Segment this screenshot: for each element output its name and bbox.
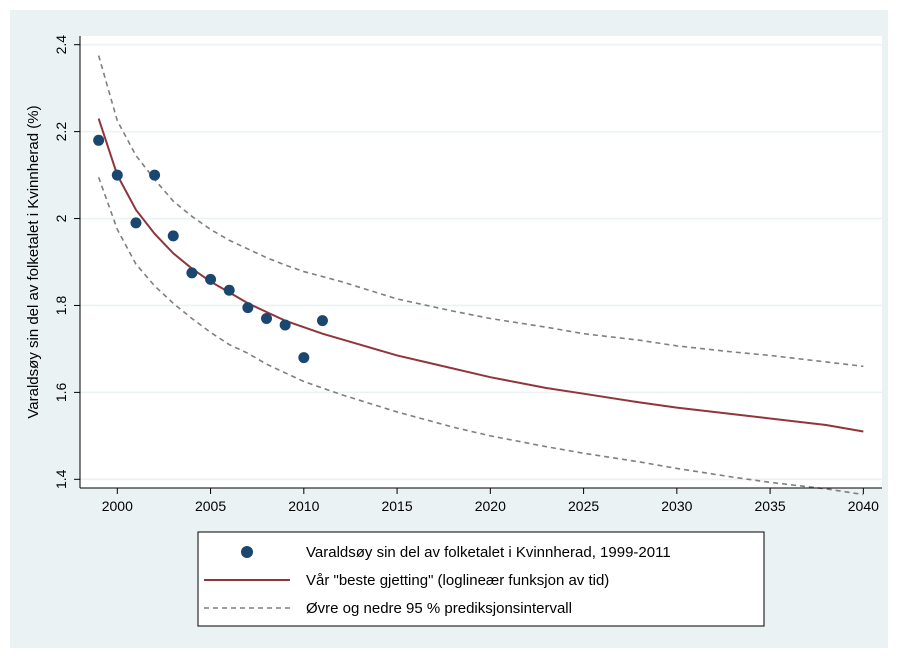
x-axis-ticks: 2000 2005 2010 2015 2020 2025 2030 2035 2040: [102, 488, 879, 514]
y-tick-label: 2.4: [53, 35, 69, 55]
y-axis-title: Varaldsøy sin del av folketalet i Kvinnh…: [25, 105, 42, 418]
data-point: [298, 352, 310, 364]
data-point: [279, 319, 291, 331]
y-axis-ticks: 1.4 1.6 1.8 2 2.2 2.4: [53, 35, 80, 489]
y-tick-label: 2.2: [53, 122, 69, 142]
data-point: [167, 230, 179, 242]
y-tick-label: 1.8: [53, 296, 69, 316]
data-point: [130, 217, 142, 229]
x-tick-label: 2005: [195, 498, 226, 514]
y-tick-label: 1.6: [53, 382, 69, 402]
x-tick-label: 2020: [475, 498, 506, 514]
x-tick-label: 2040: [848, 498, 879, 514]
data-point: [149, 169, 161, 181]
plot-area: [80, 36, 882, 488]
data-point: [261, 313, 273, 324]
x-tick-label: 2015: [381, 498, 412, 514]
fit-line: [97, 118, 864, 433]
x-tick-label: 2035: [755, 498, 786, 514]
legend-label-observed: Varaldsøy sin del av folketalet i Kvinnh…: [306, 544, 671, 561]
x-tick-label: 2000: [102, 498, 133, 514]
x-tick-label: 2010: [288, 498, 319, 514]
legend-label-fit: Vår "beste gjetting" (loglineær funksjon…: [306, 572, 609, 589]
data-point: [111, 169, 123, 181]
data-point: [186, 267, 198, 279]
data-point: [242, 302, 254, 314]
axes: 2000 2005 2010 2015 2020 2025 2030 2035 2040 1.4…: [25, 35, 882, 514]
legend-marker-observed: [241, 546, 253, 558]
data-point: [223, 284, 235, 296]
x-tick-label: 2030: [661, 498, 692, 514]
data-point: [316, 315, 328, 327]
interval-upper-line: [97, 55, 864, 368]
y-tick-label: 1.4: [53, 469, 69, 489]
legend: Varaldsøy sin del av folketalet i Kvinnh…: [197, 531, 765, 627]
data-point: [205, 273, 217, 285]
x-tick-label: 2025: [568, 498, 599, 514]
y-tick-label: 2: [53, 214, 69, 222]
legend-label-interval: Øvre og nedre 95 % prediksjonsintervall: [306, 600, 572, 617]
fit-line-path: [97, 118, 864, 433]
observed-points: [93, 134, 328, 364]
data-point: [93, 134, 105, 146]
interval-lower-line: [97, 176, 864, 496]
legend-box: [197, 531, 765, 627]
gridlines: [80, 43, 882, 481]
prediction-interval: [97, 55, 864, 496]
